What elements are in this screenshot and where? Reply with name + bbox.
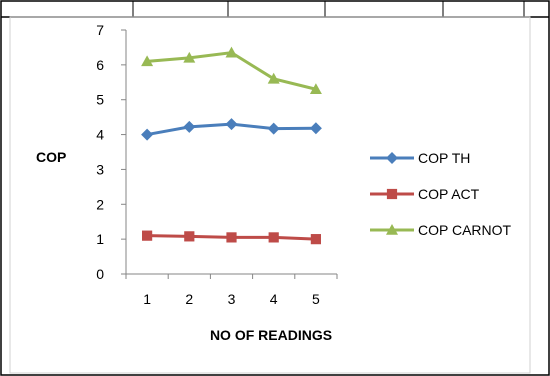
y-tick-label: 1 bbox=[96, 231, 104, 247]
x-axis-label: NO OF READINGS bbox=[210, 327, 332, 343]
series-2 bbox=[141, 46, 322, 95]
y-tick-label: 0 bbox=[96, 266, 104, 282]
series-1 bbox=[142, 230, 321, 245]
y-tick-label: 6 bbox=[96, 57, 104, 73]
x-tick-label: 4 bbox=[270, 291, 278, 307]
legend-label: COP TH bbox=[418, 150, 470, 166]
legend-marker bbox=[386, 152, 398, 164]
data-point bbox=[226, 232, 237, 243]
legend-label: COP ACT bbox=[418, 186, 480, 202]
ticks: 0 1 2 3 4 5 6 7 1 2 3 4 5 bbox=[96, 22, 338, 307]
y-tick-label: 7 bbox=[96, 22, 104, 38]
y-tick-label: 4 bbox=[96, 127, 104, 143]
data-point bbox=[183, 51, 196, 63]
x-tick-label: 2 bbox=[185, 291, 193, 307]
data-point bbox=[309, 83, 322, 95]
data-point bbox=[310, 234, 321, 245]
data-point bbox=[225, 118, 238, 131]
legend-marker bbox=[386, 188, 398, 200]
legend-entry: COP CARNOT bbox=[370, 222, 512, 238]
y-axis-label: COP bbox=[36, 149, 66, 165]
data-point bbox=[268, 232, 279, 243]
data-point bbox=[267, 122, 280, 135]
legend-entry: COP ACT bbox=[370, 186, 480, 202]
data-point bbox=[309, 122, 322, 135]
data-point bbox=[141, 128, 154, 141]
x-tick-label: 1 bbox=[143, 291, 151, 307]
y-tick-label: 5 bbox=[96, 92, 104, 108]
y-tick-label: 2 bbox=[96, 196, 104, 212]
data-point bbox=[184, 231, 195, 242]
axes bbox=[125, 30, 337, 275]
x-tick-label: 3 bbox=[228, 291, 236, 307]
series-layer bbox=[141, 46, 322, 245]
legend-label: COP CARNOT bbox=[418, 222, 512, 238]
legend-marker bbox=[386, 224, 398, 235]
data-point bbox=[142, 230, 153, 241]
data-point bbox=[225, 46, 238, 58]
legend: COP TH COP ACT COP CARNOT bbox=[370, 150, 512, 238]
data-point bbox=[183, 120, 196, 133]
chart-area-border bbox=[9, 16, 531, 374]
data-point bbox=[141, 55, 154, 67]
series-line bbox=[146, 51, 317, 91]
data-point bbox=[267, 72, 280, 84]
x-tick-label: 5 bbox=[312, 291, 320, 307]
legend-entry: COP TH bbox=[370, 150, 470, 166]
y-tick-label: 3 bbox=[96, 161, 104, 177]
series-0 bbox=[141, 118, 322, 141]
